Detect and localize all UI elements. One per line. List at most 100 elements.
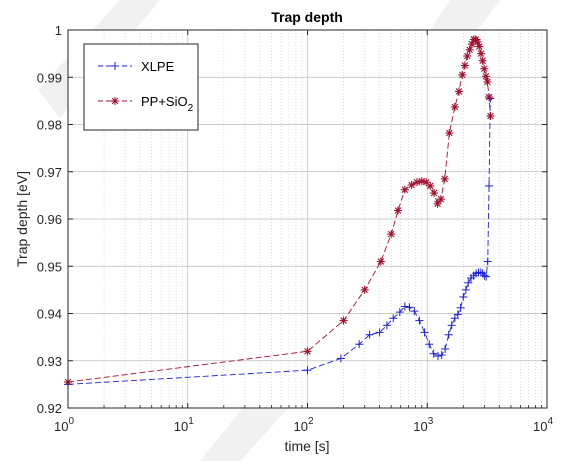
y-tick-label: 0.97 [37,165,62,180]
marker-d [484,78,491,86]
data-point-0 [441,344,450,353]
x-tick-label-exponent: 1 [188,416,194,427]
data-point-0 [425,340,434,349]
marker-d [458,71,466,79]
data-point-0 [480,271,489,280]
data-point-1 [360,285,369,294]
data-point-1 [303,347,312,356]
data-point-0 [485,181,494,190]
marker-d [485,93,493,101]
legend-marker-xlpe [111,62,119,70]
series-layer [64,35,495,389]
data-point-0 [482,272,491,281]
marker-d [361,286,368,294]
y-tick-labels: 0.92 0.93 0.94 0.95 0.96 0.97 0.98 0.99 1 [37,23,62,416]
data-point-0 [410,307,419,316]
legend-label-ppsio2: PP+SiO2 [141,94,194,114]
y-tick-label: 0.98 [37,118,62,133]
data-point-1 [463,51,472,60]
data-point-1 [460,61,469,70]
data-point-1 [430,189,439,198]
x-tick-label: 102 [293,416,313,434]
marker-d [430,189,438,197]
data-point-1 [475,42,484,51]
marker-d [480,65,488,73]
x-tick-label-exponent: 3 [428,416,434,427]
data-point-0 [453,310,462,319]
marker-d [474,38,481,46]
marker-d [437,195,445,203]
data-point-1 [339,316,348,325]
data-point-1 [480,64,489,73]
data-point-1 [440,174,449,183]
data-point-0 [459,292,468,301]
axis-ticks [67,29,548,409]
y-tick-label: 0.92 [37,401,62,416]
x-tick-label-exponent: 2 [308,416,314,427]
data-point-1 [483,77,492,86]
x-tick-label-base: 10 [174,419,188,434]
data-point-1 [476,49,485,58]
data-point-1 [433,199,442,208]
marker-d [479,57,486,65]
y-tick-label: 0.96 [37,212,62,227]
series-1 [64,35,495,387]
data-point-1 [478,56,487,65]
data-point-1 [454,87,463,96]
x-tick-label-exponent: 4 [547,416,553,427]
data-point-1 [481,72,490,81]
legend-label-xlpe: XLPE [141,59,175,74]
marker-d [408,181,415,189]
marker-d [477,50,485,57]
marker-d [394,207,402,214]
data-point-1 [376,257,385,266]
x-tick-label-base: 10 [533,419,547,434]
marker-d [387,230,395,238]
legend: XLPE PP+SiO2 [83,43,199,131]
marker-d [340,317,347,324]
data-point-0 [447,321,456,330]
data-point-0 [444,330,453,339]
x-tick-label-exponent: 0 [68,416,74,427]
data-point-1 [445,129,454,138]
y-tick-label: 1 [55,23,62,38]
data-point-0 [382,321,391,330]
data-point-0 [365,330,374,339]
data-point-0 [395,308,404,317]
x-tick-label: 101 [174,416,194,434]
series-line-0 [67,98,491,385]
data-point-0 [355,340,364,349]
marker-d [446,129,453,137]
marker-d [451,103,459,111]
x-tick-label-base: 10 [54,419,68,434]
x-tick-label: 100 [54,416,74,434]
data-point-0 [336,354,345,363]
x-tick-label-base: 10 [293,419,307,434]
x-tick-label-base: 10 [413,419,427,434]
data-point-1 [450,103,459,112]
data-point-1 [485,93,494,102]
marker-d [401,186,409,193]
marker-d [422,178,430,186]
data-point-1 [486,111,495,120]
x-tick-label: 103 [413,416,433,434]
marker-d [482,73,490,80]
data-point-0 [420,328,429,337]
data-point-0 [483,257,492,266]
data-point-1 [394,206,403,215]
data-point-0 [429,349,438,358]
y-tick-label: 0.94 [37,307,62,322]
marker-d [455,88,463,95]
data-point-0 [437,351,446,360]
data-point-0 [400,302,409,311]
data-point-0 [461,285,470,294]
x-tick-labels: 100 101 102 103 104 [54,416,553,434]
legend-box [83,43,199,131]
data-point-1 [436,195,445,204]
data-point-1 [465,45,474,54]
data-point-0 [434,352,443,361]
data-point-0 [464,278,473,287]
x-axis-label: time [s] [284,438,329,454]
marker-d [377,258,385,265]
marker-d [413,178,421,186]
